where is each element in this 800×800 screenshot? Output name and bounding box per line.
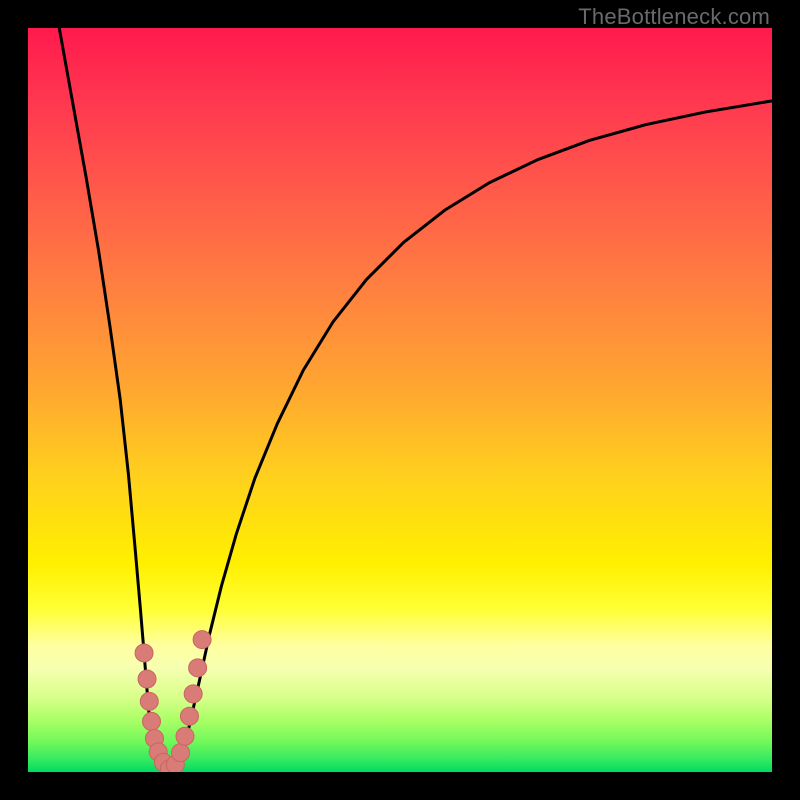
data-marker <box>193 631 211 649</box>
watermark-text: TheBottleneck.com <box>578 4 770 30</box>
curve-left-branch <box>59 28 169 771</box>
data-marker <box>189 659 207 677</box>
curve-right-branch <box>169 101 772 771</box>
data-marker <box>184 685 202 703</box>
data-marker <box>176 727 194 745</box>
data-marker <box>143 712 161 730</box>
chart-container: TheBottleneck.com <box>0 0 800 800</box>
plot-area <box>28 28 772 772</box>
data-marker <box>135 644 153 662</box>
data-marker <box>172 744 190 762</box>
data-marker <box>138 670 156 688</box>
data-marker <box>180 707 198 725</box>
curve-overlay <box>28 28 772 772</box>
data-marker <box>140 692 158 710</box>
